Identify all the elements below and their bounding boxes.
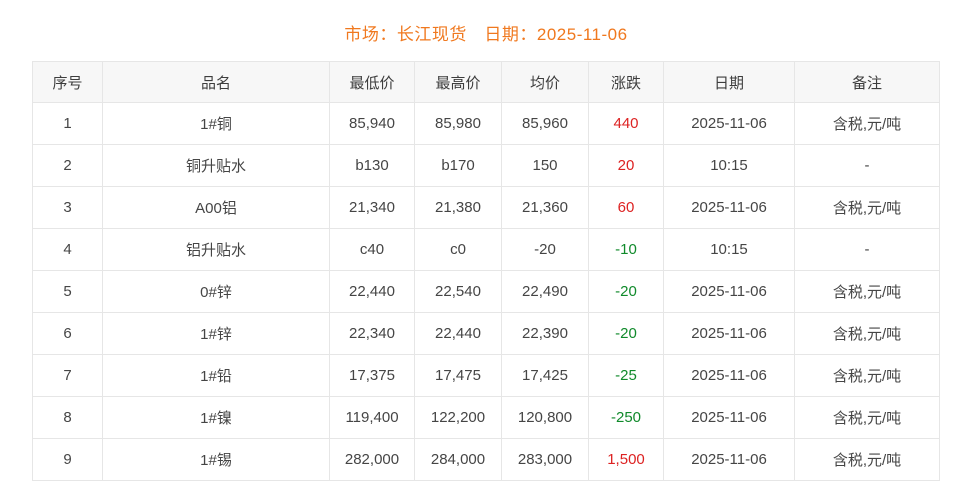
product-name-cell: 0#锌 [102, 270, 330, 313]
avg-price-cell: 17,425 [501, 354, 589, 397]
product-name-cell: 1#锌 [102, 312, 330, 355]
col-header-low: 最低价 [329, 61, 415, 103]
low-price-cell: 22,440 [329, 270, 415, 313]
low-price-cell: 22,340 [329, 312, 415, 355]
table-row: 5 0#锌 22,440 22,540 22,490 -20 2025-11-06 含税,元/… [32, 270, 940, 313]
row-index-cell: 8 [32, 396, 103, 439]
note-cell: - [794, 144, 940, 187]
change-cell: -25 [588, 354, 664, 397]
avg-price-cell: 22,490 [501, 270, 589, 313]
note-cell: 含税,元/吨 [794, 354, 940, 397]
table-row: 6 1#锌 22,340 22,440 22,390 -20 2025-11-06 含税,元/… [32, 312, 940, 355]
note-cell: 含税,元/吨 [794, 102, 940, 145]
price-table-body: 1 1#铜 85,940 85,980 85,960 440 2025-11-06 含税,元/… [32, 102, 940, 481]
table-row: 3 A00铝 21,340 21,380 21,360 60 2025-11-06 含税,元/… [32, 186, 940, 229]
col-header-avg: 均价 [501, 61, 589, 103]
low-price-cell: b130 [329, 144, 415, 187]
col-header-change: 涨跌 [588, 61, 664, 103]
table-row: 8 1#镍 119,400 122,200 120,800 -250 2025-11-06 含… [32, 396, 940, 439]
date-cell: 10:15 [663, 144, 795, 187]
high-price-cell: b170 [414, 144, 502, 187]
date-cell: 2025-11-06 [663, 102, 795, 145]
avg-price-cell: 150 [501, 144, 589, 187]
avg-price-cell: 283,000 [501, 438, 589, 481]
high-price-cell: 22,540 [414, 270, 502, 313]
note-cell: 含税,元/吨 [794, 396, 940, 439]
table-row: 7 1#铅 17,375 17,475 17,425 -25 2025-11-06 含税,元/… [32, 354, 940, 397]
low-price-cell: 17,375 [329, 354, 415, 397]
row-index-cell: 2 [32, 144, 103, 187]
date-cell: 2025-11-06 [663, 270, 795, 313]
low-price-cell: c40 [329, 228, 415, 271]
high-price-cell: 284,000 [414, 438, 502, 481]
col-header-product: 品名 [102, 61, 330, 103]
avg-price-cell: 22,390 [501, 312, 589, 355]
date-cell: 10:15 [663, 228, 795, 271]
change-cell: 1,500 [588, 438, 664, 481]
price-table-header: 序号 品名 最低价 最高价 均价 涨跌 日期 备注 [32, 61, 940, 103]
row-index-cell: 3 [32, 186, 103, 229]
note-cell: - [794, 228, 940, 271]
high-price-cell: 21,380 [414, 186, 502, 229]
product-name-cell: 1#铜 [102, 102, 330, 145]
high-price-cell: 122,200 [414, 396, 502, 439]
table-row: 1 1#铜 85,940 85,980 85,960 440 2025-11-06 含税,元/… [32, 102, 940, 145]
date-cell: 2025-11-06 [663, 438, 795, 481]
high-price-cell: 22,440 [414, 312, 502, 355]
avg-price-cell: -20 [501, 228, 589, 271]
col-header-date: 日期 [663, 61, 795, 103]
header-row: 序号 品名 最低价 最高价 均价 涨跌 日期 备注 [32, 61, 940, 103]
change-cell: -250 [588, 396, 664, 439]
product-name-cell: 1#镍 [102, 396, 330, 439]
low-price-cell: 119,400 [329, 396, 415, 439]
row-index-cell: 5 [32, 270, 103, 313]
avg-price-cell: 21,360 [501, 186, 589, 229]
page-title: 市场：长江现货 日期：2025-11-06 [344, 25, 628, 44]
note-cell: 含税,元/吨 [794, 270, 940, 313]
date-cell: 2025-11-06 [663, 396, 795, 439]
change-cell: 60 [588, 186, 664, 229]
change-cell: 440 [588, 102, 664, 145]
col-header-high: 最高价 [414, 61, 502, 103]
product-name-cell: 铜升贴水 [102, 144, 330, 187]
row-index-cell: 4 [32, 228, 103, 271]
high-price-cell: 17,475 [414, 354, 502, 397]
change-cell: -20 [588, 270, 664, 313]
note-cell: 含税,元/吨 [794, 438, 940, 481]
avg-price-cell: 85,960 [501, 102, 589, 145]
table-row: 9 1#锡 282,000 284,000 283,000 1,500 2025-11-06… [32, 438, 940, 481]
col-header-index: 序号 [32, 61, 103, 103]
price-table: 序号 品名 最低价 最高价 均价 涨跌 日期 备注 1 1#铜 85,940 85,9… [32, 61, 940, 481]
col-header-note: 备注 [794, 61, 940, 103]
product-name-cell: 1#锡 [102, 438, 330, 481]
row-index-cell: 1 [32, 102, 103, 145]
row-index-cell: 7 [32, 354, 103, 397]
low-price-cell: 282,000 [329, 438, 415, 481]
row-index-cell: 6 [32, 312, 103, 355]
product-name-cell: 1#铅 [102, 354, 330, 397]
product-name-cell: 铝升贴水 [102, 228, 330, 271]
high-price-cell: 85,980 [414, 102, 502, 145]
table-row: 4 铝升贴水 c40 c0 -20 -10 10:15- [32, 228, 940, 271]
avg-price-cell: 120,800 [501, 396, 589, 439]
note-cell: 含税,元/吨 [794, 186, 940, 229]
date-cell: 2025-11-06 [663, 354, 795, 397]
date-cell: 2025-11-06 [663, 312, 795, 355]
table-row: 2 铜升贴水 b130 b170 150 20 10:15- [32, 144, 940, 187]
date-cell: 2025-11-06 [663, 186, 795, 229]
low-price-cell: 21,340 [329, 186, 415, 229]
high-price-cell: c0 [414, 228, 502, 271]
product-name-cell: A00铝 [102, 186, 330, 229]
change-cell: 20 [588, 144, 664, 187]
change-cell: -20 [588, 312, 664, 355]
note-cell: 含税,元/吨 [794, 312, 940, 355]
change-cell: -10 [588, 228, 664, 271]
row-index-cell: 9 [32, 438, 103, 481]
low-price-cell: 85,940 [329, 102, 415, 145]
